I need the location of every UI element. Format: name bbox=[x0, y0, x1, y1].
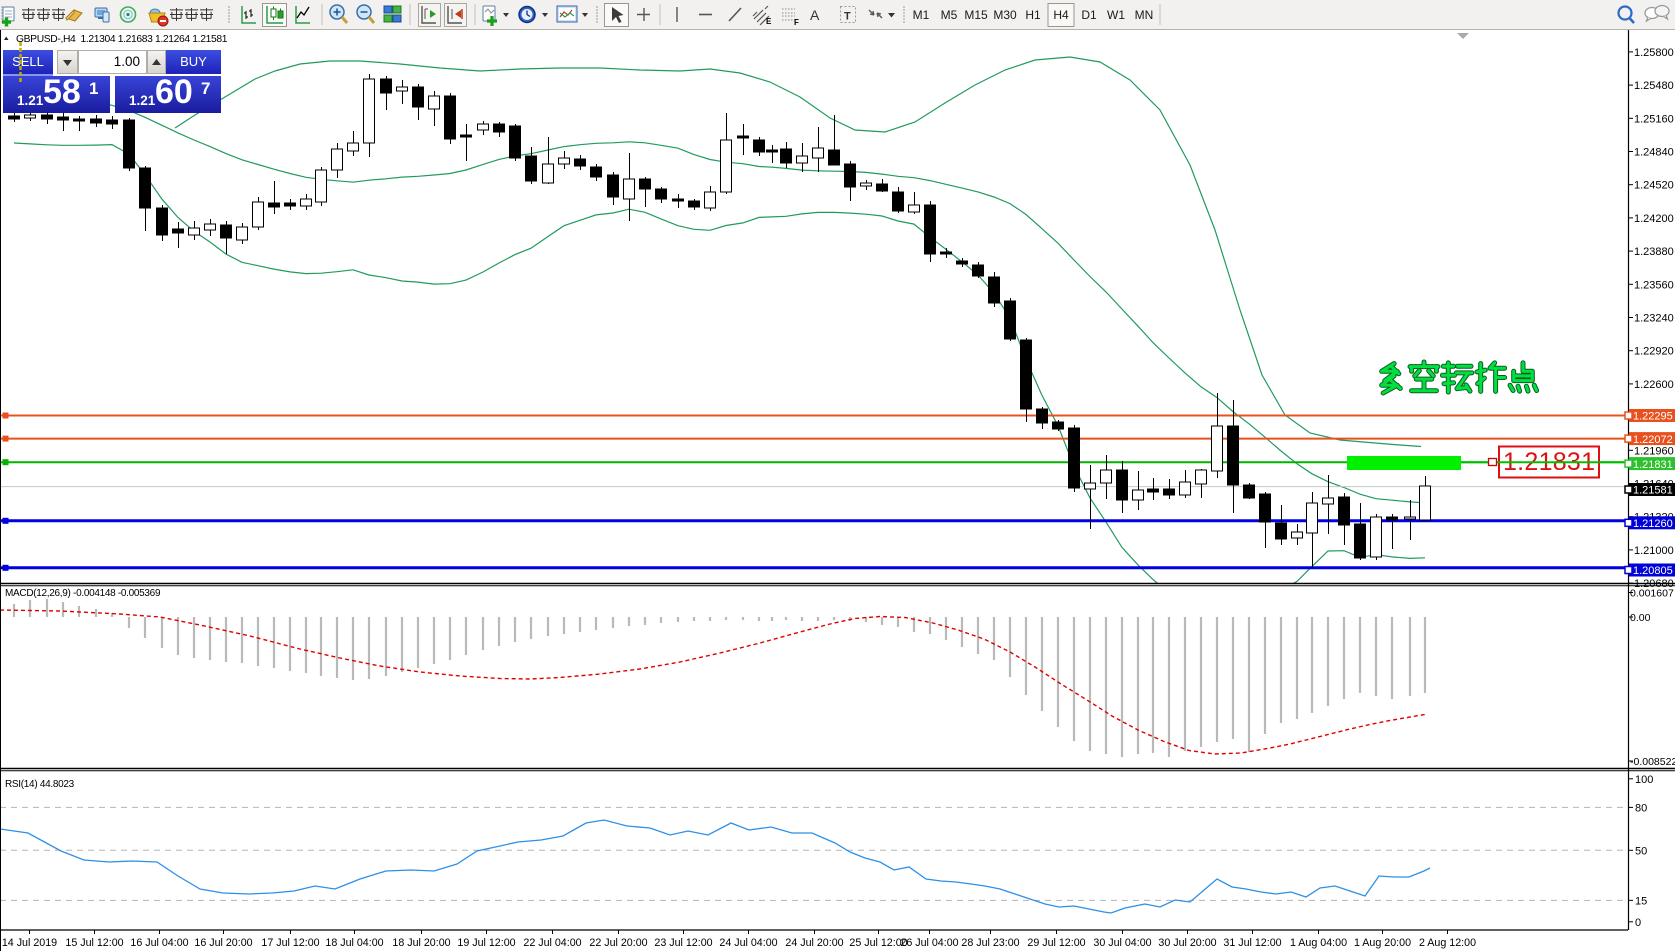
svg-text:17 Jul 12:00: 17 Jul 12:00 bbox=[261, 937, 319, 949]
svg-text:50: 50 bbox=[1635, 845, 1647, 857]
svg-text:1.24200: 1.24200 bbox=[1634, 213, 1674, 225]
svg-text:29 Jul 12:00: 29 Jul 12:00 bbox=[1027, 937, 1085, 949]
svg-text:24 Jul 20:00: 24 Jul 20:00 bbox=[785, 937, 843, 949]
svg-text:1.22295: 1.22295 bbox=[1633, 411, 1673, 423]
svg-text:30 Jul 04:00: 30 Jul 04:00 bbox=[1093, 937, 1151, 949]
svg-text:T: T bbox=[844, 11, 851, 23]
svg-text:1.22072: 1.22072 bbox=[1633, 434, 1673, 446]
svg-text:22 Jul 04:00: 22 Jul 04:00 bbox=[523, 937, 581, 949]
svg-text:H4: H4 bbox=[1053, 8, 1069, 22]
svg-text:1.21000: 1.21000 bbox=[1634, 545, 1674, 557]
svg-text:M15: M15 bbox=[964, 8, 988, 22]
svg-text:0: 0 bbox=[1635, 917, 1641, 929]
svg-text:18 Jul 04:00: 18 Jul 04:00 bbox=[325, 937, 383, 949]
svg-text:1.23240: 1.23240 bbox=[1634, 313, 1674, 325]
svg-text:2 Aug 12:00: 2 Aug 12:00 bbox=[1419, 937, 1476, 949]
svg-text:25 Jul 12:00: 25 Jul 12:00 bbox=[849, 937, 907, 949]
svg-text:E: E bbox=[766, 17, 772, 26]
svg-text:1 Aug 04:00: 1 Aug 04:00 bbox=[1290, 937, 1347, 949]
svg-text:1.21260: 1.21260 bbox=[1633, 518, 1673, 530]
svg-text:H1: H1 bbox=[1025, 8, 1041, 22]
svg-text:1.22920: 1.22920 bbox=[1634, 346, 1674, 358]
svg-text:22 Jul 20:00: 22 Jul 20:00 bbox=[589, 937, 647, 949]
svg-text:16 Jul 20:00: 16 Jul 20:00 bbox=[194, 937, 252, 949]
svg-text:31 Jul 12:00: 31 Jul 12:00 bbox=[1223, 937, 1281, 949]
svg-text:30 Jul 20:00: 30 Jul 20:00 bbox=[1158, 937, 1216, 949]
svg-text:D1: D1 bbox=[1081, 8, 1097, 22]
svg-text:1.25480: 1.25480 bbox=[1634, 80, 1674, 92]
svg-text:16 Jul 04:00: 16 Jul 04:00 bbox=[130, 937, 188, 949]
svg-text:1.21581: 1.21581 bbox=[1633, 485, 1673, 497]
svg-text:15 Jul 12:00: 15 Jul 12:00 bbox=[65, 937, 123, 949]
svg-text:1.20805: 1.20805 bbox=[1633, 565, 1673, 577]
svg-text:A: A bbox=[810, 7, 820, 23]
svg-text:M1: M1 bbox=[913, 8, 930, 22]
svg-text:26 Jul 04:00: 26 Jul 04:00 bbox=[900, 937, 958, 949]
svg-text:1.24520: 1.24520 bbox=[1634, 180, 1674, 192]
svg-text:MACD(12,26,9) -0.004148 -0.005: MACD(12,26,9) -0.004148 -0.005369 bbox=[5, 588, 161, 599]
svg-text:1.25160: 1.25160 bbox=[1634, 113, 1674, 125]
svg-text:1 Aug 20:00: 1 Aug 20:00 bbox=[1354, 937, 1411, 949]
svg-text:19 Jul 12:00: 19 Jul 12:00 bbox=[457, 937, 515, 949]
svg-text:M5: M5 bbox=[941, 8, 958, 22]
svg-text:1.21960: 1.21960 bbox=[1634, 445, 1674, 457]
svg-text:80: 80 bbox=[1635, 802, 1647, 814]
svg-text:1.21831: 1.21831 bbox=[1633, 459, 1673, 471]
svg-text:100: 100 bbox=[1635, 774, 1653, 786]
svg-text:-0.008522: -0.008522 bbox=[1630, 756, 1675, 768]
svg-text:1.23880: 1.23880 bbox=[1634, 246, 1674, 258]
svg-text:MN: MN bbox=[1135, 8, 1154, 22]
svg-text:1.20680: 1.20680 bbox=[1634, 578, 1674, 590]
svg-text:GBPUSD-,H4 1.21304 1.21683 1.: GBPUSD-,H4 1.21304 1.21683 1.21264 1.215… bbox=[16, 34, 228, 45]
svg-text:18 Jul 20:00: 18 Jul 20:00 bbox=[392, 937, 450, 949]
svg-text:1.22600: 1.22600 bbox=[1634, 379, 1674, 391]
svg-text:W1: W1 bbox=[1107, 8, 1125, 22]
svg-text:23 Jul 12:00: 23 Jul 12:00 bbox=[654, 937, 712, 949]
svg-text:1.23560: 1.23560 bbox=[1634, 279, 1674, 291]
svg-text:0.00: 0.00 bbox=[1630, 612, 1651, 624]
svg-text:M30: M30 bbox=[993, 8, 1017, 22]
svg-text:15: 15 bbox=[1635, 895, 1647, 907]
svg-text:RSI(14) 44.8023: RSI(14) 44.8023 bbox=[5, 779, 75, 790]
svg-text:24 Jul 04:00: 24 Jul 04:00 bbox=[719, 937, 777, 949]
svg-text:1.25800: 1.25800 bbox=[1634, 47, 1674, 59]
svg-text:28 Jul 23:00: 28 Jul 23:00 bbox=[961, 937, 1019, 949]
svg-text:0.001607: 0.001607 bbox=[1630, 588, 1674, 600]
svg-text:F: F bbox=[794, 18, 799, 27]
svg-text:14 Jul 2019: 14 Jul 2019 bbox=[2, 937, 57, 949]
svg-text:1.24840: 1.24840 bbox=[1634, 147, 1674, 159]
